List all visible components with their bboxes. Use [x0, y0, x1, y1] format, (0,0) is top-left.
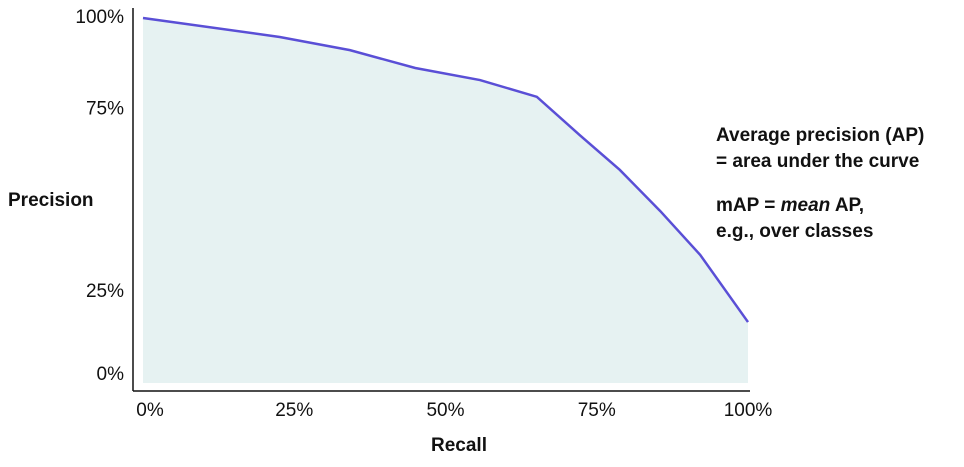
x-tick-label: 100% — [724, 400, 773, 421]
y-tick-label: 100% — [75, 7, 124, 28]
annotation-part: mean — [781, 195, 831, 216]
area-fill — [143, 18, 748, 383]
annotation-part: AP, — [830, 195, 864, 216]
annotation: = area under the curve — [716, 151, 919, 172]
y-axis-label: Precision — [8, 190, 94, 211]
y-tick-label: 75% — [86, 98, 124, 119]
y-tick-label: 25% — [86, 281, 124, 302]
x-tick-label: 25% — [275, 400, 313, 421]
annotation: mAP = mean AP, — [716, 195, 864, 216]
curve — [142, 16, 750, 323]
x-axis-label: Recall — [431, 435, 487, 456]
annotation-part: mAP = — [716, 195, 781, 216]
y-tick-label: 0% — [97, 364, 125, 385]
x-tick-label: 75% — [578, 400, 616, 421]
annotation: e.g., over classes — [716, 221, 873, 242]
annotation: Average precision (AP) — [716, 125, 924, 146]
x-tick-label: 0% — [136, 400, 164, 421]
x-tick-label: 50% — [426, 400, 464, 421]
